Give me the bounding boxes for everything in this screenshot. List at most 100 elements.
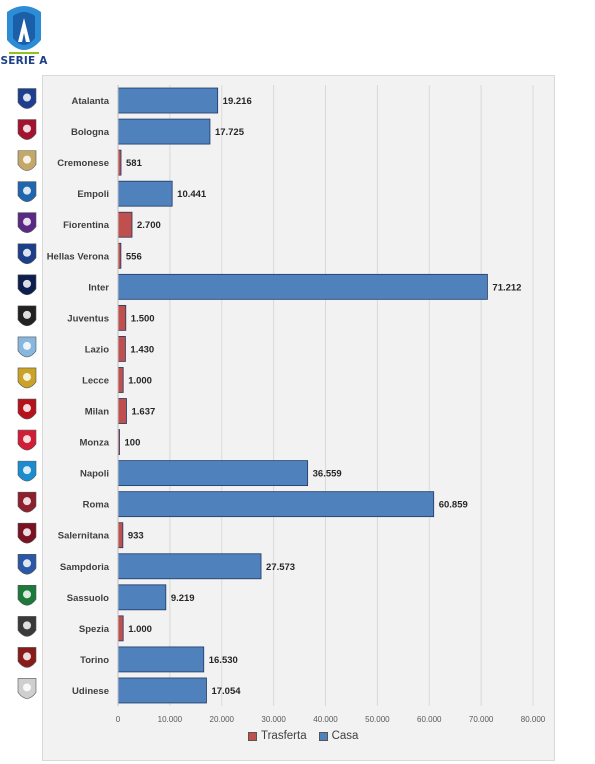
category-label: Sampdoria — [60, 562, 110, 573]
crest-napoli-icon — [17, 460, 37, 482]
crest-lazio-icon — [17, 336, 37, 358]
value-label: 10.441 — [177, 189, 207, 200]
crest-emblem — [23, 341, 31, 350]
legend-item-trasferta[interactable]: Trasferta — [248, 730, 307, 742]
team-crests-column — [17, 88, 37, 699]
crest-atalanta-icon — [17, 88, 37, 109]
value-label: 556 — [126, 251, 142, 262]
crest-sampdoria-icon — [17, 553, 37, 575]
crest-emblem — [23, 217, 31, 226]
crest-emblem — [23, 528, 31, 537]
crest-spezia-icon — [17, 616, 37, 637]
value-label: 36.559 — [313, 469, 342, 480]
value-label: 27.573 — [266, 562, 295, 573]
crest-emblem — [23, 497, 31, 506]
serie-a-logo-text: SERIE A — [0, 55, 48, 67]
value-label: 2.700 — [137, 220, 161, 231]
value-label: 19.216 — [223, 96, 252, 107]
category-label: Hellas Verona — [47, 251, 110, 262]
category-label: Torino — [80, 655, 109, 666]
crest-emblem — [23, 186, 31, 195]
category-label: Lazio — [85, 344, 109, 355]
legend-swatch-casa — [318, 731, 328, 741]
value-label: 933 — [128, 531, 144, 542]
bar-bologna — [117, 118, 211, 145]
value-label: 9.219 — [171, 593, 195, 604]
crest-torino-icon — [17, 647, 37, 668]
value-label: 1.430 — [130, 344, 154, 355]
x-tick-label: 70.000 — [469, 715, 494, 724]
crest-inter-icon — [17, 274, 37, 296]
crest-udinese-icon — [17, 678, 37, 699]
bar-sampdoria — [117, 553, 262, 580]
crest-lecce-icon — [17, 367, 37, 389]
crest-roma-icon — [17, 491, 37, 513]
bar-lecce — [117, 367, 124, 393]
crest-salernitana-icon — [17, 522, 37, 544]
bar-spezia — [117, 615, 124, 642]
category-label: Monza — [79, 438, 109, 449]
crest-hellas-verona-icon — [17, 243, 37, 265]
serie-a-logo — [7, 6, 41, 54]
category-label: Udinese — [72, 686, 109, 697]
crest-emblem — [23, 435, 31, 444]
crest-cremonese-icon — [17, 150, 37, 171]
bar-juventus — [117, 304, 127, 331]
chart-legend: Trasferta Casa — [248, 730, 358, 742]
category-label: Spezia — [79, 624, 110, 635]
bar-atalanta — [117, 87, 219, 114]
crest-emblem — [23, 124, 31, 133]
crest-empoli-icon — [17, 181, 37, 202]
x-tick-label: 30.000 — [261, 715, 286, 724]
crest-monza-icon — [17, 429, 37, 451]
legend-item-casa[interactable]: Casa — [318, 730, 358, 742]
x-tick-label: 10.000 — [158, 715, 183, 724]
bar-roma — [117, 491, 435, 518]
bar-udinese — [117, 677, 207, 704]
bar-empoli — [117, 180, 173, 207]
bar-lazio — [117, 336, 126, 362]
crest-emblem — [23, 372, 31, 381]
category-label: Lecce — [82, 375, 109, 386]
crest-juventus-icon — [17, 305, 37, 327]
category-label: Sassuolo — [67, 593, 109, 604]
value-label: 16.530 — [209, 655, 238, 666]
bar-inter — [117, 273, 488, 300]
crest-emblem — [23, 279, 31, 288]
bar-milan — [117, 398, 127, 424]
value-label: 17.725 — [215, 127, 245, 138]
category-label: Empoli — [77, 189, 109, 200]
crest-emblem — [23, 404, 31, 413]
crest-fiorentina-icon — [17, 212, 37, 234]
value-label: 17.054 — [211, 686, 241, 697]
x-tick-label: 80.000 — [521, 715, 546, 724]
crest-bologna-icon — [17, 119, 37, 140]
crest-emblem — [23, 683, 31, 692]
crest-emblem — [23, 248, 31, 257]
legend-label-trasferta: Trasferta — [261, 730, 307, 742]
value-label: 1.000 — [128, 624, 152, 635]
category-label: Napoli — [80, 469, 109, 480]
category-label: Roma — [83, 500, 110, 511]
bar-sassuolo — [117, 584, 167, 611]
crest-emblem — [23, 590, 31, 599]
category-label: Fiorentina — [63, 220, 110, 231]
value-label: 100 — [125, 438, 141, 449]
crest-emblem — [23, 652, 31, 661]
value-label: 1.500 — [131, 313, 155, 324]
category-label: Atalanta — [72, 96, 110, 107]
value-label: 581 — [126, 158, 143, 169]
category-label: Milan — [85, 407, 109, 418]
x-tick-label: 40.000 — [313, 715, 338, 724]
x-tick-label: 60.000 — [417, 715, 442, 724]
crest-emblem — [23, 310, 31, 319]
x-tick-label: 50.000 — [365, 715, 390, 724]
category-label: Inter — [88, 282, 109, 293]
category-label: Salernitana — [58, 531, 110, 542]
crest-milan-icon — [17, 398, 37, 420]
crest-emblem — [23, 93, 31, 102]
legend-swatch-trasferta — [248, 731, 257, 741]
crest-emblem — [23, 155, 31, 164]
crest-sassuolo-icon — [17, 585, 37, 606]
x-tick-label: 20.000 — [210, 715, 235, 724]
